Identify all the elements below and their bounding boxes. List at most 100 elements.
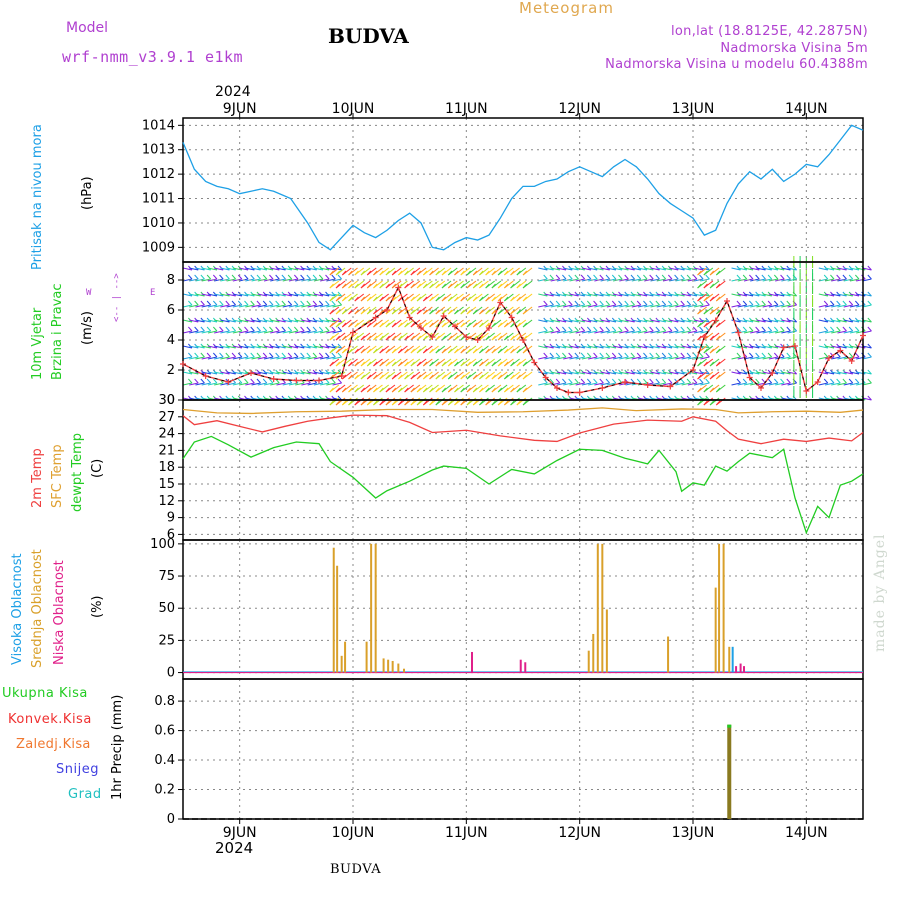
pressure-line <box>182 124 864 251</box>
cloud-bar <box>391 660 394 673</box>
cloud-bar <box>519 659 522 673</box>
cloud-bar <box>728 646 731 673</box>
ytick-label: 18 <box>158 460 175 475</box>
panel-precipitation: 0 0.2 0.4 0.6 0.8 <box>154 678 864 827</box>
day-label-top: 9JUN <box>223 101 257 117</box>
cloud-bar <box>370 543 373 673</box>
precip-bar-top <box>727 724 732 728</box>
wind-speed-point <box>803 388 810 394</box>
wind-speed-point <box>293 377 300 384</box>
wind-speed-point <box>701 334 708 340</box>
wind-speed-point <box>474 337 481 343</box>
wind-speed-point <box>792 343 798 349</box>
wind-speed-point <box>406 314 413 321</box>
wind-speed-point <box>418 325 424 331</box>
lonlat-label: lon,lat (18.8125E, 42.2875N) <box>670 24 868 39</box>
cloud-bar <box>340 655 343 673</box>
cloud-bar <box>718 543 721 673</box>
wind-speed-point <box>338 373 345 379</box>
ytick-label: 6 <box>167 527 175 542</box>
cloud-bar <box>387 659 390 673</box>
cloud-bar <box>731 646 734 673</box>
legend-snijeg: Snijeg <box>56 762 99 777</box>
ytick-label: 15 <box>158 477 175 492</box>
panel-frame <box>182 678 864 820</box>
panel-frame <box>182 117 864 263</box>
ytick-label: 9 <box>167 511 175 526</box>
wind-speed-point <box>576 389 583 396</box>
ytick-label: 21 <box>158 443 175 458</box>
panel-pressure: 1009 1010 1011 1012 1013 1014 <box>142 117 864 263</box>
ytick-label: 6 <box>167 303 175 318</box>
cloud-bar <box>365 641 368 673</box>
ytick-label: 4 <box>167 333 175 348</box>
wind-speed-point <box>837 347 844 354</box>
ytick-label: 75 <box>158 569 175 584</box>
wind-speed-point <box>848 358 855 364</box>
wind-speed-point <box>667 383 674 390</box>
cloud-bar <box>382 658 385 673</box>
day-label-bottom: 11JUN <box>445 825 488 841</box>
ytick-label: 2 <box>167 363 175 378</box>
day-label-top: 12JUN <box>558 101 601 117</box>
cloud-bar <box>524 662 527 673</box>
wind-speed-point <box>497 299 504 306</box>
cloud-bar <box>601 543 604 673</box>
legend-zaledj-kisa: Zaledj.Kisa <box>16 737 91 752</box>
wind-speed-point <box>814 379 821 385</box>
wind-speed-point <box>316 377 322 384</box>
wind-speed-point <box>780 344 787 351</box>
ytick-label: 25 <box>158 633 175 648</box>
wind-speed-point <box>202 373 209 379</box>
day-label-bottom: 9JUN <box>223 825 257 841</box>
altitude-label: Nadmorska Visina 5m <box>720 41 868 56</box>
wind-speed-dash <box>182 286 864 393</box>
cloud-bar <box>397 663 400 673</box>
wind-speed-point <box>429 334 436 340</box>
ytick-label: 24 <box>158 427 175 442</box>
ytick-label: 0.6 <box>154 724 175 739</box>
day-label-bottom: 12JUN <box>558 825 601 841</box>
day-label-bottom: 14JUN <box>785 825 828 841</box>
cloud-bar <box>605 609 608 673</box>
year-label-bottom: 2024 <box>215 839 254 857</box>
wind-speed-point <box>746 374 753 381</box>
ytick-label: 12 <box>158 494 175 509</box>
panel-cloud: 0 25 50 75 100 <box>150 537 864 681</box>
wind-speed-point <box>758 385 764 391</box>
panel-frame <box>182 399 864 541</box>
cloud-bar <box>336 565 339 673</box>
wind-speed-point <box>395 284 402 291</box>
ytick-label: 27 <box>158 410 175 425</box>
model-altitude-label: Nadmorska Visina u modelu 60.4388m <box>605 57 868 72</box>
wind-speed-point <box>463 334 470 340</box>
cloud-bar <box>592 633 595 673</box>
ytick-label: 1012 <box>142 167 175 182</box>
cloud-bar <box>344 641 347 673</box>
wind-speed-point <box>622 379 628 385</box>
day-label-top: 14JUN <box>785 101 828 117</box>
ytick-label: 1011 <box>142 192 175 207</box>
ytick-label: 0.4 <box>154 753 175 768</box>
wind-speed-point <box>531 359 538 366</box>
legend-grad: Grad <box>68 787 102 802</box>
cloud-bar <box>667 636 670 673</box>
ytick-label: 0 <box>167 393 175 408</box>
compass-e: E <box>150 288 156 298</box>
wind-speed-point <box>724 298 730 304</box>
cloud-bar <box>722 543 725 673</box>
wind-speed-point <box>180 361 186 367</box>
cloud-bar <box>743 666 745 673</box>
legend-ukupna-kisa: Ukupna Kisa <box>2 686 88 701</box>
ytick-label: 0 <box>167 666 175 681</box>
wind-speed-point <box>542 374 549 381</box>
model-name: wrf-nmm_v3.9.1 e1km <box>62 48 244 66</box>
wind-speed-point <box>554 385 560 391</box>
wind-speed-point <box>225 379 232 385</box>
cloud-bar <box>596 543 599 673</box>
ytick-label: 0.8 <box>154 694 175 709</box>
ytick-label: 100 <box>150 537 175 552</box>
footer-title: BUDVA <box>330 862 382 877</box>
wind-speed-point <box>248 370 254 376</box>
